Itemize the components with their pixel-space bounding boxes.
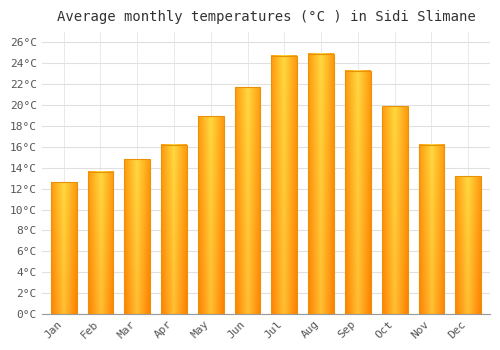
Bar [272, 56, 297, 314]
Bar [345, 70, 370, 314]
Bar [161, 145, 187, 314]
Bar [382, 106, 407, 314]
Bar [51, 182, 76, 314]
Bar [308, 54, 334, 314]
Bar [456, 176, 481, 314]
Bar [234, 87, 260, 314]
Title: Average monthly temperatures (°C ) in Sidi Slimane: Average monthly temperatures (°C ) in Si… [56, 10, 476, 24]
Bar [198, 117, 224, 314]
Bar [418, 145, 444, 314]
Bar [124, 159, 150, 314]
Bar [88, 172, 114, 314]
